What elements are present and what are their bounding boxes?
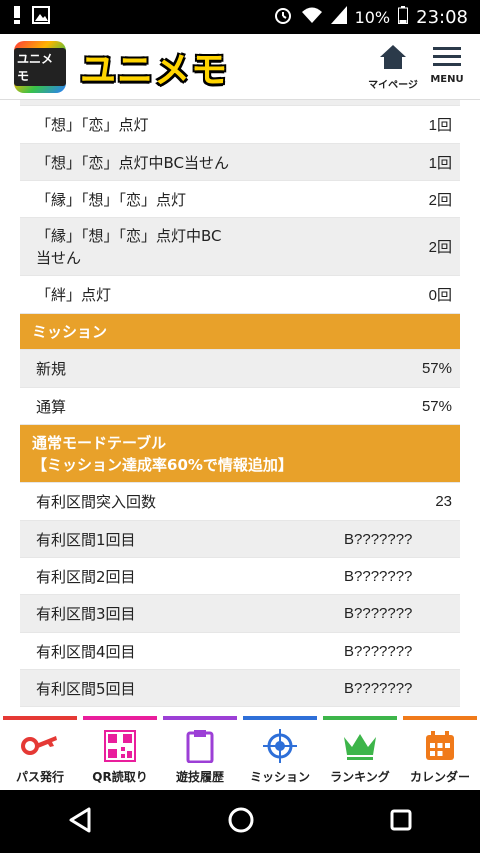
row-value: B??????? <box>344 567 413 585</box>
home-icon <box>379 44 407 74</box>
menu-label: MENU <box>430 74 464 85</box>
key-icon <box>20 728 60 764</box>
tab-color-stripe <box>403 716 477 720</box>
row-value: B??????? <box>344 530 413 548</box>
table-row: 新規 57% <box>20 350 460 388</box>
row-value: 1回 <box>428 154 452 172</box>
tab-label: カレンダー <box>409 770 470 784</box>
row-label: 有利区間突入回数 <box>36 493 157 511</box>
row-value: 23 <box>435 493 452 510</box>
table-row: 有利区間突入回数 23 <box>20 483 460 521</box>
data-table[interactable]: 「想」「恋」点灯 1回 「想」「恋」点灯中BC当せん 1回 「縁」「想」「恋」点… <box>20 100 460 707</box>
row-value: 0回 <box>428 287 452 304</box>
row-label: 有利区間4回目 <box>36 642 136 661</box>
table-row: 有利区間3回目 B??????? <box>20 595 460 633</box>
tab-label: パス発行 <box>15 770 64 784</box>
tab-color-stripe <box>83 716 157 720</box>
system-nav-bar <box>0 790 480 853</box>
section-title: 通常モードテーブル <box>32 433 167 452</box>
back-icon[interactable] <box>67 806 93 838</box>
row-label-line1: 「縁」「想」「恋」点灯中BC <box>36 226 222 245</box>
signal-icon <box>330 6 347 28</box>
row-value: 57% <box>421 397 452 415</box>
row-label: 有利区間2回目 <box>36 567 136 586</box>
tab-color-stripe <box>163 716 237 720</box>
clock: 23:08 <box>416 6 468 28</box>
status-bar: 10% 23:08 <box>0 0 480 34</box>
bottom-tab-bar: パス発行 QR読取り 遊技履歴 ミッション ランキング カレンダー <box>0 716 480 790</box>
row-label: 「絆」点灯 <box>36 286 112 304</box>
battery-icon <box>398 6 409 28</box>
row-value: B??????? <box>344 679 413 697</box>
app-title: ユニメモ <box>80 49 229 91</box>
tab-color-stripe <box>3 716 77 720</box>
row-value: 2回 <box>428 239 452 256</box>
mypage-button[interactable]: マイページ <box>366 44 420 94</box>
table-row: 通算 57% <box>20 388 460 425</box>
mypage-label: マイページ <box>368 80 418 91</box>
qr-icon <box>100 728 140 764</box>
tab-label: 遊技履歴 <box>175 770 224 784</box>
home-nav-icon[interactable] <box>227 806 255 838</box>
row-value: 57% <box>421 360 452 377</box>
tab-label: ミッション <box>249 770 310 784</box>
mode-table-section-header: 通常モードテーブル 【ミッション達成率60%で情報追加】 <box>20 425 460 483</box>
row-label: 有利区間1回目 <box>36 530 136 549</box>
hamburger-icon <box>432 44 462 72</box>
mission-section-header: ミッション <box>20 314 460 350</box>
row-label: 「想」「恋」点灯中BC当せん <box>36 153 230 172</box>
section-subtitle: 【ミッション達成率60%で情報追加】 <box>32 455 293 474</box>
table-row: 有利区間2回目 B??????? <box>20 558 460 595</box>
row-value: B??????? <box>344 605 413 622</box>
row-label: 通算 <box>36 397 67 416</box>
section-title: ミッション <box>32 323 108 341</box>
target-icon <box>260 728 300 764</box>
table-row: 有利区間4回目 B??????? <box>20 633 460 670</box>
app-header: ユニメモ ユニメモ マイページ MENU <box>0 34 480 100</box>
table-row: 「縁」「想」「恋」点灯中BC 当せん 2回 <box>20 218 460 276</box>
row-value: 2回 <box>428 191 452 209</box>
tab-color-stripe <box>323 716 397 720</box>
row-value: 1回 <box>428 117 452 134</box>
table-row: 「縁」「想」「恋」点灯 2回 <box>20 181 460 218</box>
battery-percent: 10% <box>354 7 391 27</box>
table-row: 有利区間1回目 B??????? <box>20 521 460 558</box>
calendar-icon <box>420 728 460 764</box>
row-label: 「縁」「想」「恋」点灯 <box>36 190 187 209</box>
tab-play-history[interactable]: 遊技履歴 <box>160 716 240 790</box>
tab-label: QR読取り <box>92 770 148 784</box>
row-label: 「縁」「想」「恋」点灯中BC 当せん <box>36 225 222 269</box>
row-label: 有利区間5回目 <box>36 679 136 698</box>
alert-icon <box>12 6 22 28</box>
tab-calendar[interactable]: カレンダー <box>400 716 480 790</box>
tab-ranking[interactable]: ランキング <box>320 716 400 790</box>
row-value: B??????? <box>344 642 413 660</box>
recents-icon[interactable] <box>389 808 413 836</box>
row-label-line2: 当せん <box>36 248 82 267</box>
table-row: 「想」「恋」点灯 1回 <box>20 106 460 144</box>
image-icon <box>32 6 50 28</box>
table-row: 有利区間5回目 B??????? <box>20 670 460 707</box>
app-logo-icon[interactable]: ユニメモ <box>14 40 66 93</box>
logo-badge-text: ユニメモ <box>14 47 66 86</box>
row-label: 新規 <box>36 360 67 378</box>
table-row: 「絆」点灯 0回 <box>20 276 460 314</box>
crown-icon <box>340 728 380 764</box>
table-row-partial <box>20 100 460 106</box>
tab-color-stripe <box>243 716 317 720</box>
wifi-icon <box>301 6 323 28</box>
clipboard-icon <box>180 728 220 764</box>
tab-pass-issue[interactable]: パス発行 <box>0 716 80 790</box>
menu-button[interactable]: MENU <box>420 44 474 94</box>
tab-mission[interactable]: ミッション <box>240 716 320 790</box>
tab-label: ランキング <box>330 770 390 784</box>
row-label: 有利区間3回目 <box>36 605 136 623</box>
row-label: 「想」「恋」点灯 <box>36 116 149 134</box>
tab-qr-read[interactable]: QR読取り <box>80 716 160 790</box>
table-row: 「想」「恋」点灯中BC当せん 1回 <box>20 144 460 181</box>
alarm-icon <box>273 5 293 29</box>
